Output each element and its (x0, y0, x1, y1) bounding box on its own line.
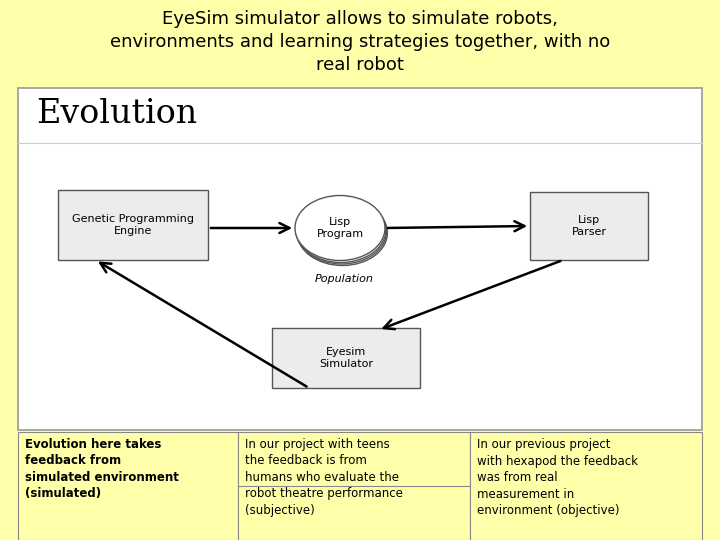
Bar (530, 192, 648, 260)
Text: Population: Population (315, 274, 374, 285)
Bar (58, 190, 208, 260)
Ellipse shape (296, 198, 386, 262)
Text: In our project with teens
the feedback is from
humans who evaluate the
robot the: In our project with teens the feedback i… (245, 438, 403, 517)
Bar (272, 328, 420, 388)
Ellipse shape (297, 199, 387, 264)
Text: In our previous project
with hexapod the feedback
was from real
measurement in
e: In our previous project with hexapod the… (477, 438, 638, 517)
Text: EyeSim simulator allows to simulate robots,
environments and learning strategies: EyeSim simulator allows to simulate robo… (110, 10, 610, 74)
Bar (238, 432, 470, 540)
Text: Lisp
Parser: Lisp Parser (572, 215, 606, 237)
Text: Eyesim
Simulator: Eyesim Simulator (319, 347, 373, 369)
Text: Evolution: Evolution (36, 98, 197, 130)
Bar (18, 88, 702, 430)
Ellipse shape (297, 200, 387, 266)
Text: Lisp
Program: Lisp Program (316, 217, 364, 239)
Ellipse shape (295, 195, 385, 260)
Bar (470, 432, 702, 540)
Text: Genetic Programming
Engine: Genetic Programming Engine (72, 214, 194, 236)
Bar (18, 432, 238, 540)
Text: Evolution here takes
feedback from
simulated environment
(simulated): Evolution here takes feedback from simul… (25, 438, 179, 501)
